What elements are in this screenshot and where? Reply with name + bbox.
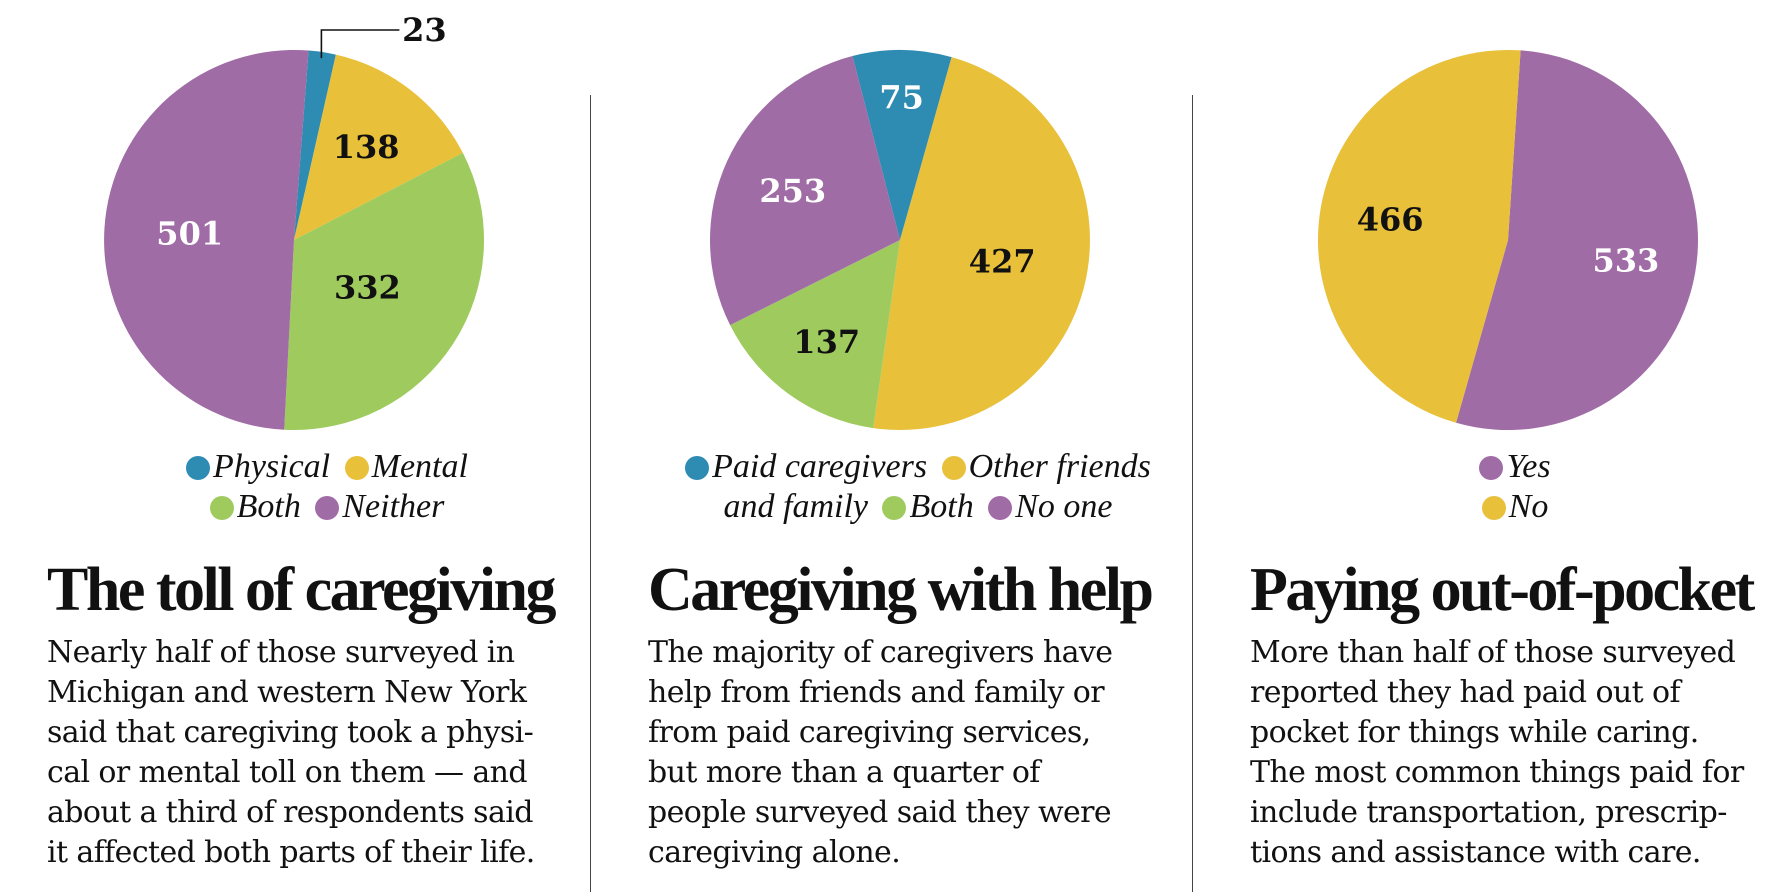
- divider: [590, 95, 591, 892]
- pie-chart-out-of-pocket: 533 466: [1317, 50, 1698, 431]
- slice-value-label: 533: [1593, 241, 1660, 279]
- legend-label: Neither: [342, 488, 445, 525]
- slice-value-label: 75: [879, 79, 924, 117]
- no-one-swatch-icon: [988, 496, 1013, 520]
- panel-description: Nearly half of those surveyed in Michiga…: [47, 635, 535, 870]
- panel-out-of-pocket: 533 466 Yes No Paying out-of-pocket More …: [1250, 0, 1772, 892]
- slice-value-label: 466: [1357, 201, 1424, 239]
- panel-description: More than half of those surveyed reporte…: [1250, 635, 1744, 870]
- slice-value-label: 137: [793, 323, 860, 361]
- legend-label: Yes: [1506, 448, 1551, 485]
- legend-label: No one: [1015, 488, 1113, 525]
- legend-label: No: [1508, 488, 1549, 525]
- panel-title: Caregiving with help: [648, 556, 1154, 624]
- slice-value-label: 138: [333, 128, 400, 166]
- pie-slice-neither: [104, 50, 309, 430]
- pie-slice-other-friends-and-family: [873, 57, 1090, 430]
- slice-value-label: 501: [156, 214, 223, 252]
- legend-label: Both: [909, 488, 974, 525]
- legend-toll: Physical Mental Both Neither: [47, 447, 607, 527]
- no-swatch-icon: [1481, 496, 1506, 520]
- pie-chart-toll: 23 138 332 501: [104, 11, 484, 431]
- yes-swatch-icon: [1479, 456, 1504, 480]
- both-swatch-icon: [882, 496, 907, 520]
- mental-swatch-icon: [344, 456, 369, 480]
- slice-value-label: 253: [759, 172, 826, 210]
- legend-item-physical: Physical: [186, 447, 330, 487]
- slice-value-label: 427: [969, 243, 1036, 281]
- pie-slice-yes: [1456, 50, 1698, 431]
- legend-label: Mental: [371, 448, 468, 485]
- pie-slice-physical: [294, 50, 336, 241]
- friends-swatch-icon: [941, 456, 966, 480]
- legend-item-paid-caregivers: Paid caregivers: [685, 447, 927, 487]
- both-swatch-icon: [209, 496, 234, 520]
- legend-label-and-family: and family: [723, 488, 868, 525]
- pie-slice-both: [730, 240, 900, 429]
- legend-item-neither: Neither: [315, 487, 444, 527]
- legend-out-of-pocket: Yes No: [1235, 447, 1772, 527]
- panel-help: 75 427 137 253 Paid caregivers Other friend…: [648, 0, 1208, 892]
- pie-chart-help: 75 427 137 253: [709, 49, 1090, 430]
- legend-item-yes: Yes: [1479, 447, 1551, 487]
- legend-label: Both: [236, 488, 301, 525]
- legend-label: Paid caregivers: [712, 448, 928, 485]
- legend-item-other-friends: Other friends: [941, 447, 1151, 487]
- paid-swatch-icon: [685, 456, 710, 480]
- physical-swatch-icon: [186, 456, 211, 480]
- neither-swatch-icon: [315, 496, 340, 520]
- panel-title: The toll of caregiving: [47, 556, 556, 624]
- pie-slice-no-one: [709, 56, 900, 326]
- pie-slice-mental: [294, 54, 463, 240]
- pie-slice-both: [284, 152, 484, 431]
- panel-title: Paying out-of-pocket: [1250, 556, 1755, 624]
- pie-slice-no: [1317, 50, 1521, 423]
- panel-toll: 23 138 332 501 Physical Mental Both Neither…: [47, 0, 607, 892]
- legend-help: Paid caregivers Other friends and family…: [638, 447, 1198, 527]
- legend-item-no: No: [1481, 487, 1549, 527]
- divider: [1192, 95, 1193, 892]
- callout-line: [320, 29, 400, 59]
- slice-value-label: 23: [402, 11, 447, 49]
- legend-item-both: Both: [209, 487, 301, 527]
- legend-label: Physical: [213, 448, 331, 485]
- legend-label: Other friends: [968, 448, 1151, 485]
- legend-item-no-one: No one: [988, 487, 1112, 527]
- pie-slice-paid-caregivers: [852, 49, 952, 240]
- legend-item-both: Both: [882, 487, 974, 527]
- slice-value-label: 332: [334, 268, 401, 306]
- legend-item-mental: Mental: [344, 447, 468, 487]
- panel-description: The majority of caregivers have help fro…: [648, 635, 1113, 870]
